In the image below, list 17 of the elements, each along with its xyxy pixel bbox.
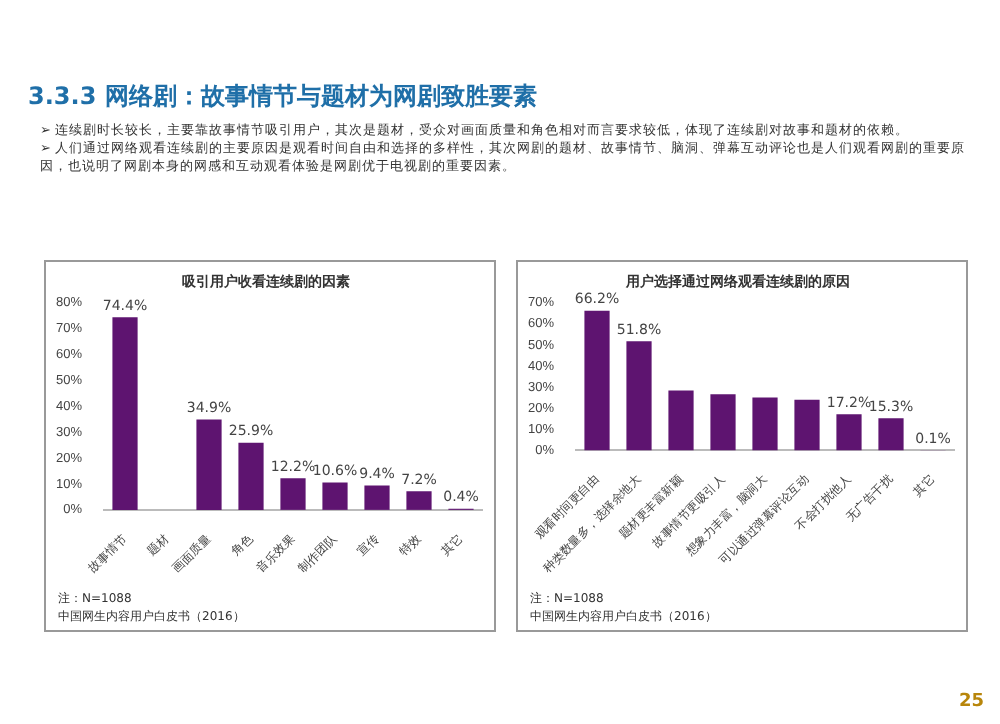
bar [710,394,736,451]
bar [280,478,306,510]
bar [626,341,652,451]
bar [668,390,694,451]
bar [406,491,432,510]
bar [238,442,264,510]
bar [794,399,820,451]
text: 3.3.3 网络剧：故事情节与题材为网剧致胜要素 [28,80,539,114]
text: 25 [958,692,984,712]
bar [322,482,348,510]
bar [196,419,222,510]
bar [364,485,390,510]
bar [584,310,610,451]
bar [112,317,138,510]
bar [836,414,862,451]
bar [752,397,778,451]
bar [878,418,904,451]
